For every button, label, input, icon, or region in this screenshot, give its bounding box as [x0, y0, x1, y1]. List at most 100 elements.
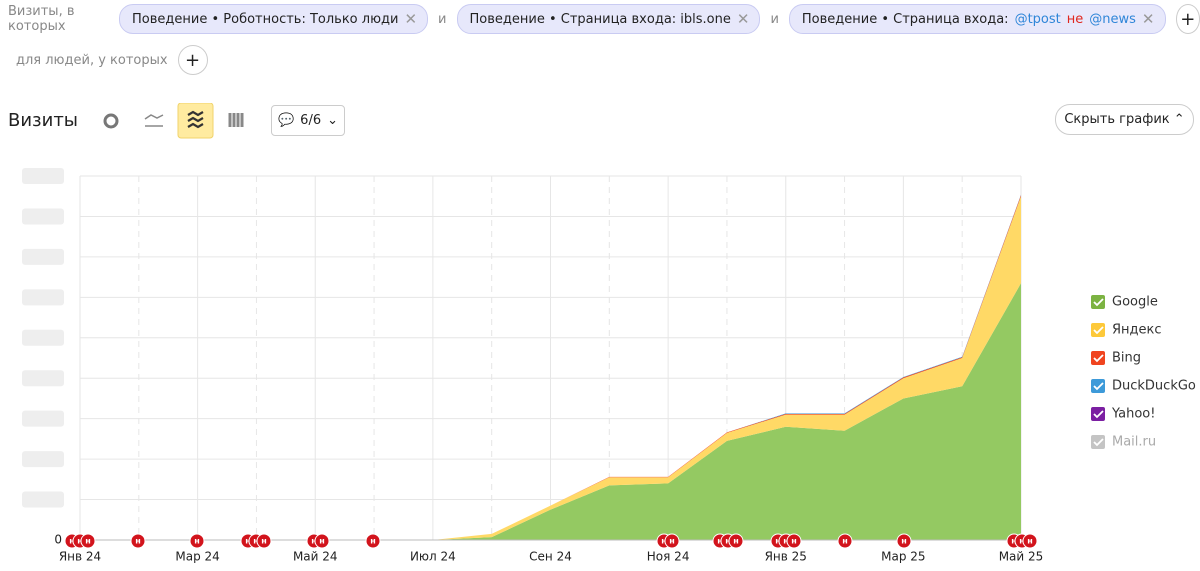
annotations-button[interactable]: 💬 6/6 ⌄ — [271, 105, 345, 136]
legend-checkbox — [1091, 323, 1105, 337]
blurred-tick-label — [22, 168, 64, 184]
bar-icon[interactable] — [228, 113, 244, 127]
legend-checkbox — [1091, 351, 1105, 365]
legend-label: Яндекс — [1112, 323, 1162, 338]
chip-text: Поведение • Страница входа: — [801, 11, 1009, 27]
blurred-tick-label — [22, 370, 64, 387]
x-tick-label: Янв 25 — [765, 550, 807, 564]
annotation-marker: н — [189, 533, 205, 549]
legend-check — [1093, 382, 1104, 391]
marker-text: н — [669, 537, 675, 546]
marker-text: н — [783, 537, 789, 546]
marker-circle — [837, 533, 853, 549]
marker-text: н — [253, 537, 259, 546]
marker-text: н — [370, 537, 376, 546]
filter-chip[interactable]: Поведение • Страница входа: @tpost не @news… — [788, 4, 1166, 34]
annotation-marker: н — [80, 533, 96, 549]
marker-text: н — [261, 537, 267, 546]
chart-type-icons — [103, 103, 244, 139]
marker-text: н — [725, 537, 731, 546]
toolbar-title: Визиты — [8, 110, 79, 131]
marker-text: н — [245, 537, 251, 546]
pie-icon[interactable] — [103, 113, 119, 129]
annotation-marker: н — [664, 533, 680, 549]
marker-circle — [130, 533, 146, 549]
marker-text: н — [1027, 537, 1033, 546]
legend-label: Mail.ru — [1112, 435, 1156, 450]
chevron: ⌄ — [327, 113, 338, 128]
joiner: и — [770, 11, 779, 27]
x-tick-label: Июл 24 — [410, 550, 456, 564]
marker-circle — [896, 533, 912, 549]
marker-text: н — [69, 537, 75, 546]
y-tick-label: 0 — [54, 533, 62, 547]
marker-circle — [314, 533, 330, 549]
annotation-marker: н — [130, 533, 146, 549]
chip-text: Поведение • Роботность: Только люди — [132, 11, 399, 27]
x-tick-label: Янв 24 — [59, 550, 101, 564]
chip-close[interactable]: ✕ — [1141, 10, 1155, 28]
annotations-count: 6/6 — [300, 113, 322, 128]
marker-circle — [786, 533, 802, 549]
marker-text: н — [717, 537, 723, 546]
legend-label: Google — [1112, 295, 1158, 310]
blurred-tick-label — [22, 208, 64, 225]
annotation-marker: н — [837, 533, 853, 549]
chip-close[interactable]: ✕ — [736, 10, 750, 28]
marker-text: н — [1011, 537, 1017, 546]
chip-text: Поведение • Страница входа: ibls.one — [469, 11, 731, 27]
line-icon[interactable] — [144, 114, 164, 127]
filter-chip[interactable]: Поведение • Роботность: Только люди ✕ — [119, 4, 429, 34]
marker-circle — [1022, 533, 1038, 549]
legend-label: Yahoo! — [1111, 407, 1155, 422]
marker-text: н — [135, 537, 141, 546]
marker-text: н — [319, 537, 325, 546]
marker-text: н — [791, 537, 797, 546]
marker-text: н — [77, 537, 83, 546]
chip-close[interactable]: ✕ — [404, 10, 418, 28]
comment-icon: 💬 — [277, 113, 295, 128]
legend-checkbox — [1091, 407, 1105, 421]
blurred-tick-label — [22, 491, 64, 508]
legend-checkbox — [1091, 379, 1105, 393]
marker-text: н — [194, 537, 200, 546]
blurred-tick-label — [22, 410, 64, 427]
annotation-marker: н — [256, 533, 272, 549]
marker-text: н — [901, 537, 907, 546]
marker-circle — [664, 533, 680, 549]
marker-text: н — [733, 537, 739, 546]
marker-circle — [80, 533, 96, 549]
hide-chart-button[interactable]: Скрыть график ⌃ — [1055, 104, 1194, 135]
marker-text: н — [842, 537, 848, 546]
legend-check — [1093, 298, 1104, 307]
chip-negation: не — [1066, 11, 1084, 27]
legend-label: Bing — [1112, 351, 1141, 366]
marker-text: н — [775, 537, 781, 546]
annotation-marker: н — [786, 533, 802, 549]
joiner: и — [438, 11, 447, 27]
x-tick-label: Мар 25 — [881, 550, 925, 564]
filter-row: Визиты, в которых Поведение • Роботность… — [8, 4, 1200, 34]
annotation-marker: н — [1022, 533, 1038, 549]
blurred-tick-label — [22, 248, 64, 265]
legend-check — [1093, 354, 1104, 363]
legend-check — [1093, 410, 1104, 419]
x-tick-label: Ноя 24 — [647, 550, 690, 564]
add-people-filter[interactable]: + — [177, 45, 208, 75]
marker-text: н — [311, 537, 317, 546]
people-row: для людей, у которых + — [16, 45, 208, 75]
legend-label: DuckDuckGo — [1112, 379, 1196, 394]
area — [80, 283, 1021, 540]
legend-checkbox — [1091, 295, 1105, 309]
filter-chip[interactable]: Поведение • Страница входа: ibls.one ✕ — [456, 4, 761, 34]
annotation-marker: н — [314, 533, 330, 549]
marker-circle — [728, 533, 744, 549]
add-filter[interactable]: + — [1175, 4, 1200, 34]
legend-check — [1093, 438, 1104, 447]
marker-text: н — [661, 537, 667, 546]
marker-circle — [365, 533, 381, 549]
annotation-marker: н — [365, 533, 381, 549]
hide-chart-text: Скрыть график — [1064, 112, 1170, 127]
legend-check — [1093, 326, 1104, 335]
